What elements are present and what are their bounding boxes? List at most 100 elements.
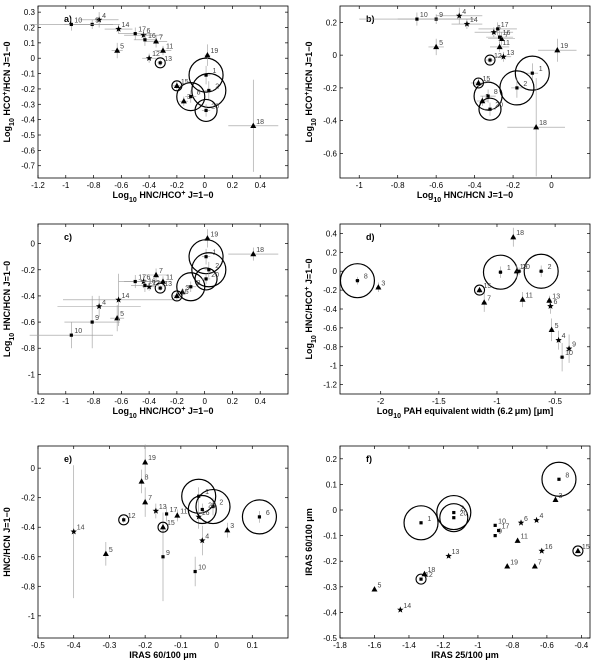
y-tick-label: 0.2 xyxy=(326,455,338,464)
y-tick-label: -0.7 xyxy=(21,162,35,171)
point-label: 4 xyxy=(540,513,544,520)
data-point-15: 15 xyxy=(157,520,175,533)
point-label: 17 xyxy=(501,22,509,29)
x-tick-label: -1.2 xyxy=(31,397,45,406)
y-tick-label: -1 xyxy=(28,612,36,621)
data-point-5: 5 xyxy=(371,582,381,592)
point-label: 17 xyxy=(138,275,146,282)
triangle-marker xyxy=(224,526,231,533)
y-tick-label: -0.4 xyxy=(21,292,35,301)
chart-panel-e: -0.5 -0.4 -0.3 -0.2 -0.1 0 0.1 0 -0.2 -0.4 -0.6 -0.… xyxy=(2,444,289,660)
y-tick-label: -0.6 xyxy=(21,318,35,327)
compact-source-circle xyxy=(415,573,427,585)
data-point-13: 13 xyxy=(495,50,514,62)
point-label: 15 xyxy=(181,289,189,296)
x-tick-label: -0.6 xyxy=(540,641,554,650)
x-axis-label: Log10 PAH equivalent width (6.2 μm) [μm] xyxy=(377,406,553,420)
compact-source-circle xyxy=(484,54,496,66)
data-point-8: 8 xyxy=(176,272,206,302)
y-tick-label: -0.3 xyxy=(323,583,337,592)
square-marker xyxy=(204,255,208,259)
square-marker xyxy=(193,569,197,574)
triangle-marker xyxy=(371,586,378,592)
data-point-13: 13 xyxy=(152,503,167,519)
square-marker xyxy=(452,516,456,520)
point-label: 7 xyxy=(159,268,163,275)
star-marker xyxy=(145,54,153,61)
data-point-4: 4 xyxy=(79,12,119,28)
y-tick-label: 0 xyxy=(31,54,36,63)
star-marker xyxy=(445,552,452,559)
data-point-11: 11 xyxy=(174,508,188,522)
triangle-marker xyxy=(552,496,559,502)
star-marker xyxy=(463,20,471,27)
triangle-marker xyxy=(153,271,160,278)
triangle-marker xyxy=(548,326,555,332)
x-axis-label: Log10 HNC/HCO+ J=1−0 xyxy=(113,190,214,204)
square-marker xyxy=(493,534,497,538)
star-marker xyxy=(397,606,404,613)
point-label: 14 xyxy=(403,603,411,610)
square-marker xyxy=(419,577,423,581)
x-tick-label: 0 xyxy=(202,397,207,406)
x-tick-label: 0 xyxy=(549,181,554,190)
point-label: 15 xyxy=(484,283,492,290)
y-tick-label: -0.6 xyxy=(323,324,337,333)
data-point-9: 9 xyxy=(493,529,502,538)
y-tick-label: -0.2 xyxy=(323,557,337,566)
triangle-marker xyxy=(498,35,505,41)
star-marker xyxy=(538,547,545,554)
panel-label: e) xyxy=(64,454,72,464)
x-tick-label: -1.2 xyxy=(437,641,451,650)
x-tick-label: 0.2 xyxy=(227,397,239,406)
compact-source-circle xyxy=(523,253,559,289)
point-label: 2 xyxy=(215,83,219,90)
point-label: 13 xyxy=(164,281,172,288)
square-marker xyxy=(69,333,73,337)
point-label: 6 xyxy=(266,510,270,517)
data-point-18: 18 xyxy=(510,227,524,247)
triangle-marker xyxy=(496,43,503,50)
x-tick-label: -1.8 xyxy=(333,641,347,650)
data-point-15: 15 xyxy=(473,283,492,296)
plot-frame xyxy=(339,445,591,639)
panel-label: f) xyxy=(366,454,372,464)
point-label: 7 xyxy=(159,34,163,41)
y-tick-label: -0.8 xyxy=(323,343,337,352)
square-marker xyxy=(498,35,502,39)
square-marker xyxy=(211,504,215,509)
square-marker xyxy=(158,61,162,65)
point-label: 11 xyxy=(526,293,533,300)
triangle-marker xyxy=(160,524,166,530)
triangle-marker xyxy=(102,550,109,557)
data-point-13: 13 xyxy=(445,549,460,559)
point-label: 14 xyxy=(122,22,130,29)
data-point-5: 5 xyxy=(102,542,113,566)
data-point-19: 19 xyxy=(538,38,577,62)
point-label: 1 xyxy=(427,516,431,523)
point-label: 5 xyxy=(109,547,113,554)
point-label: 1 xyxy=(205,489,209,496)
point-label: 20 xyxy=(211,103,219,110)
triangle-marker xyxy=(174,512,181,518)
point-label: 12 xyxy=(128,513,136,520)
y-tick-label: -0.6 xyxy=(21,553,35,562)
square-marker xyxy=(207,88,211,93)
data-point-7: 7 xyxy=(142,487,152,517)
point-label: 9 xyxy=(572,342,576,349)
data-point-10: 10 xyxy=(359,12,475,26)
triangle-marker xyxy=(533,124,540,130)
triangle-marker xyxy=(142,498,149,505)
compact-source-circle xyxy=(541,461,577,497)
square-marker xyxy=(488,107,492,111)
point-label: 16 xyxy=(148,278,156,285)
x-tick-label: -0.2 xyxy=(506,181,520,190)
compact-source-circle xyxy=(439,503,469,533)
triangle-marker xyxy=(514,537,521,543)
compact-source-circle xyxy=(403,505,439,541)
point-label: 9 xyxy=(95,315,99,322)
x-tick-label: -0.8 xyxy=(87,397,101,406)
square-marker xyxy=(415,17,419,21)
x-axis-label: IRAS 60/100 μm xyxy=(129,650,197,660)
point-label: 4 xyxy=(205,534,209,541)
